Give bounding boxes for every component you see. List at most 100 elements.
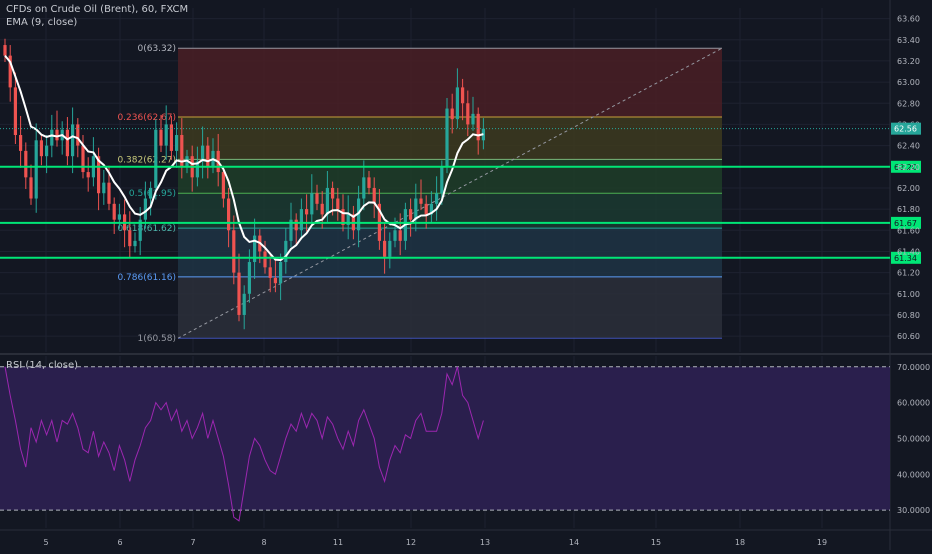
candle-body[interactable] (81, 145, 85, 173)
fibonacci-retracement[interactable]: 0(63.32) 0.236(62.67) 0.382(62.27) 0.5(61.9… (117, 44, 722, 344)
candle-body[interactable] (206, 145, 210, 167)
dashed-trend-line[interactable] (177, 47, 723, 339)
candle-body[interactable] (247, 262, 251, 294)
candle-body[interactable] (388, 240, 392, 257)
candle-body[interactable] (383, 240, 387, 257)
candle-body[interactable] (263, 251, 267, 268)
candle-body[interactable] (315, 193, 319, 204)
y-tick-label: 63.60 (897, 15, 920, 24)
candle-body[interactable] (279, 262, 283, 284)
candle-body[interactable] (331, 187, 335, 199)
candle-body[interactable] (414, 198, 418, 220)
candle-body[interactable] (71, 124, 75, 157)
candle-body[interactable] (429, 203, 433, 215)
candle-body[interactable] (362, 177, 366, 199)
candle-body[interactable] (117, 214, 121, 220)
candle-body[interactable] (424, 203, 428, 215)
candle-body[interactable] (471, 113, 475, 125)
horizontal-lines[interactable]: 62.20 61.67 61.34 (0, 128, 921, 264)
candle-body[interactable] (455, 87, 459, 120)
candle-body[interactable] (159, 129, 163, 146)
candle-body[interactable] (128, 230, 132, 247)
ema-legend[interactable]: EMA (9, close) (6, 17, 78, 28)
candle-body[interactable] (409, 209, 413, 220)
horizontal-line-price-tag (891, 251, 921, 264)
candle-body[interactable] (372, 187, 376, 204)
candle-body[interactable] (164, 124, 168, 146)
fib-level-label: 0.382(62.27) (117, 155, 176, 165)
candle-body[interactable] (310, 193, 314, 215)
candle-body[interactable] (169, 124, 173, 151)
candle-body[interactable] (39, 140, 43, 157)
candle-body[interactable] (289, 219, 293, 241)
x-tick-label: 14 (569, 538, 579, 547)
candle-body[interactable] (149, 187, 153, 199)
trend-line[interactable] (177, 47, 723, 339)
candle-body[interactable] (29, 177, 33, 199)
candle-body[interactable] (440, 166, 444, 194)
candle-body[interactable] (393, 230, 397, 241)
fib-zone (178, 276, 722, 339)
candle-body[interactable] (461, 87, 465, 104)
candle-body[interactable] (154, 129, 158, 188)
candle-body[interactable] (97, 156, 101, 194)
candle-body[interactable] (50, 129, 54, 146)
candle-body[interactable] (232, 230, 236, 273)
candle-body[interactable] (299, 209, 303, 231)
candle-body[interactable] (107, 182, 111, 204)
candle-body[interactable] (320, 203, 324, 215)
candle-body[interactable] (86, 172, 90, 178)
candle-body[interactable] (55, 129, 59, 141)
candle-body[interactable] (175, 135, 179, 151)
rsi-legend[interactable]: RSI (14, close) (6, 360, 79, 371)
candle-body[interactable] (201, 145, 205, 162)
candle-body[interactable] (435, 193, 439, 204)
candle-body[interactable] (346, 214, 350, 225)
ema-line[interactable] (4, 54, 484, 262)
candle-body[interactable] (138, 219, 142, 241)
candle-body[interactable] (398, 230, 402, 241)
candle-body[interactable] (34, 140, 38, 199)
candle-body[interactable] (268, 267, 272, 278)
candle-body[interactable] (133, 240, 137, 247)
candle-body[interactable] (76, 124, 80, 146)
candle-body[interactable] (341, 209, 345, 225)
candle-body[interactable] (305, 209, 309, 215)
candle-body[interactable] (13, 87, 17, 136)
candle-body[interactable] (3, 45, 7, 56)
candle-body[interactable] (419, 198, 423, 204)
candle-body[interactable] (242, 293, 246, 315)
candle-body[interactable] (476, 113, 480, 141)
candle-body[interactable] (367, 177, 371, 188)
candle-body[interactable] (294, 219, 298, 231)
candle-body[interactable] (143, 198, 147, 220)
candle-body[interactable] (273, 277, 277, 284)
symbol-title[interactable]: CFDs on Crude Oil (Brent), 60, FXCM (6, 4, 189, 15)
candle-body[interactable] (24, 150, 28, 178)
candle-body[interactable] (19, 135, 23, 151)
candle-body[interactable] (237, 272, 241, 315)
ema-series[interactable] (4, 54, 484, 262)
rsi-line[interactable] (4, 366, 484, 522)
candle-body[interactable] (466, 103, 470, 125)
candle-body[interactable] (445, 108, 449, 167)
candle-body[interactable] (112, 203, 116, 220)
candle-body[interactable] (102, 182, 106, 194)
rsi-pane[interactable] (0, 366, 890, 522)
candle-body[interactable] (8, 55, 12, 88)
candle-body[interactable] (357, 198, 361, 231)
candle-body[interactable] (227, 198, 231, 231)
candle-body[interactable] (195, 161, 199, 178)
candle-body[interactable] (284, 240, 288, 263)
candle-body[interactable] (325, 187, 329, 215)
candle-body[interactable] (336, 198, 340, 210)
candle-body[interactable] (221, 172, 225, 199)
candle-body[interactable] (45, 145, 49, 157)
candle-body[interactable] (65, 129, 69, 157)
candle-body[interactable] (450, 108, 454, 120)
x-tick-label: 12 (406, 538, 416, 547)
candle-body[interactable] (180, 135, 184, 167)
candle-body[interactable] (253, 235, 257, 263)
